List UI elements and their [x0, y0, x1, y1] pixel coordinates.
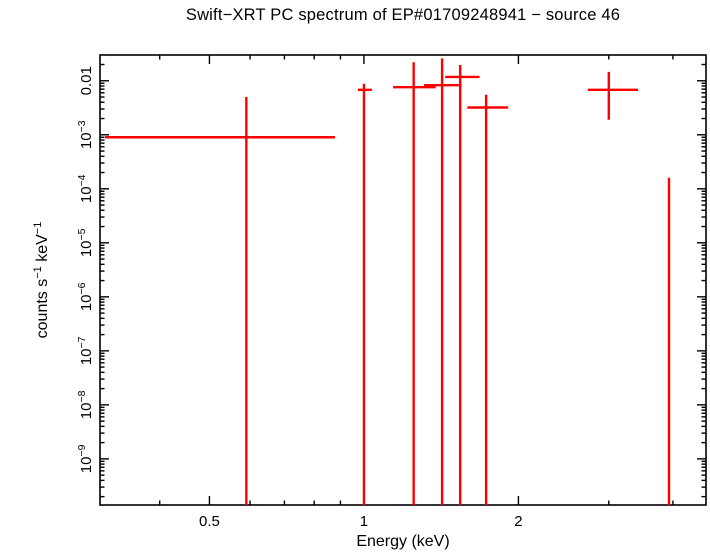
- svg-text:10−6: 10−6: [76, 282, 95, 311]
- svg-text:10−3: 10−3: [76, 120, 95, 149]
- plot-axes: 0.5 1 2 0.01 10−3 10−4 10−5 10−6 10−7 10−8 10−9: [76, 54, 707, 530]
- data-series: [105, 58, 671, 505]
- svg-text:10−9: 10−9: [76, 444, 95, 473]
- svg-text:10−4: 10−4: [76, 174, 95, 203]
- chart-title: Swift−XRT PC spectrum of EP#01709248941 …: [185, 6, 621, 24]
- x-axis-title: Energy (keV): [356, 533, 449, 550]
- svg-text:0.01: 0.01: [78, 66, 95, 95]
- svg-text:10−8: 10−8: [76, 390, 95, 419]
- svg-text:counts s−1 keV−1: counts s−1 keV−1: [32, 222, 51, 339]
- svg-text:10−7: 10−7: [76, 336, 95, 365]
- svg-text:2: 2: [514, 513, 522, 530]
- svg-text:0.5: 0.5: [199, 513, 220, 530]
- svg-text:10−5: 10−5: [76, 228, 95, 257]
- svg-text:1: 1: [360, 513, 368, 530]
- y-axis-title: counts s−1 keV−1: [32, 222, 51, 339]
